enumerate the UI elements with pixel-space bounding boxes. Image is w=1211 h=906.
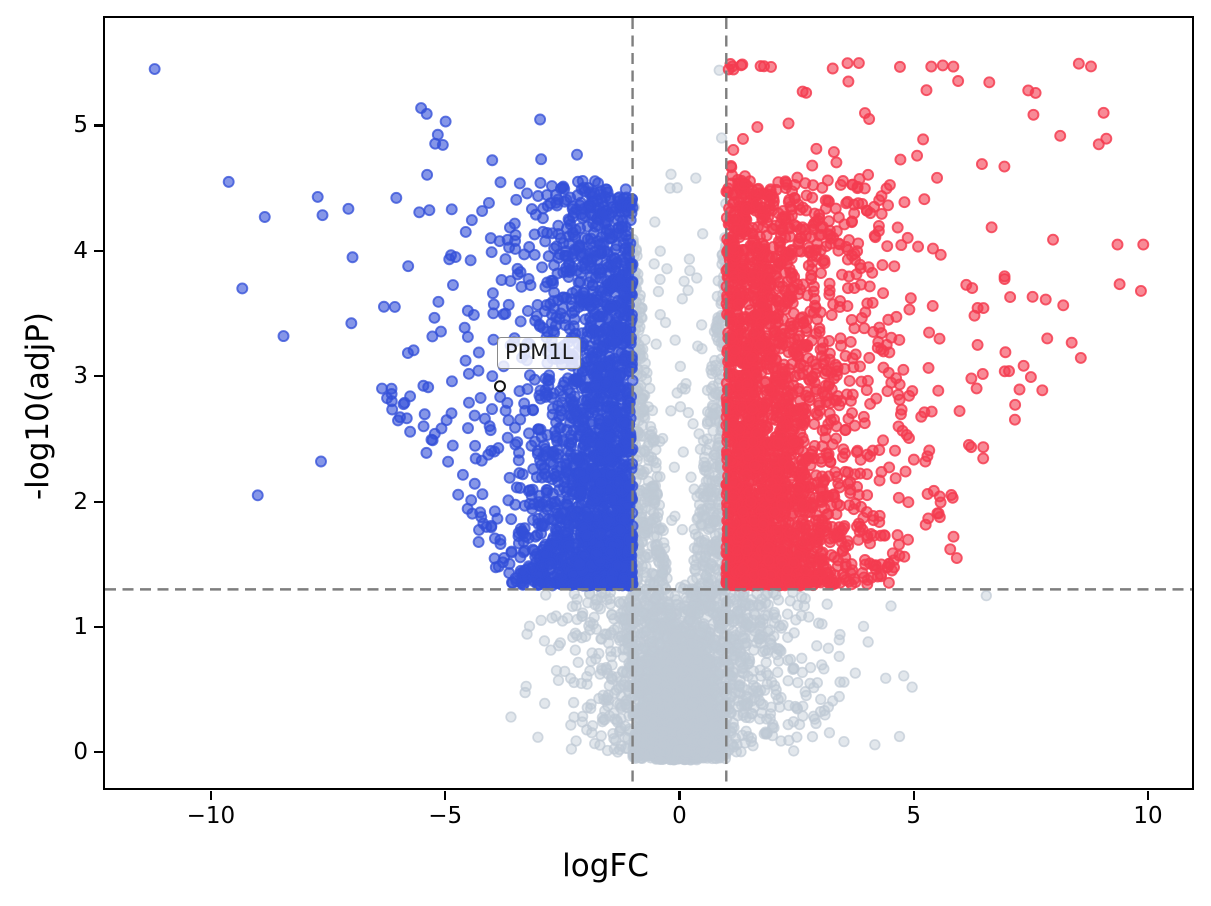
x-tick-mark — [444, 790, 447, 800]
x-tick-label: −5 — [428, 803, 463, 829]
x-axis-label: logFC — [562, 848, 649, 884]
y-tick-label: 1 — [73, 614, 88, 640]
x-tick-label: 5 — [906, 803, 921, 829]
y-tick-mark — [93, 124, 103, 127]
scatter-canvas — [105, 18, 1192, 788]
y-tick-label: 3 — [73, 363, 88, 390]
x-tick-label: 10 — [1133, 803, 1163, 829]
y-tick-label: 2 — [73, 488, 88, 515]
y-tick-mark — [93, 751, 103, 754]
y-tick-label: 0 — [73, 739, 88, 766]
gene-annotation-label: PPM1L — [496, 337, 582, 370]
y-tick-mark — [93, 500, 103, 503]
x-tick-mark — [209, 790, 212, 800]
x-tick-label: −10 — [186, 803, 236, 829]
x-tick-mark — [678, 790, 681, 800]
x-tick-mark — [912, 790, 915, 800]
y-tick-label: 4 — [73, 237, 88, 264]
y-axis-label: -log10(adjP) — [20, 311, 56, 501]
y-tick-mark — [93, 625, 103, 629]
x-tick-mark — [1146, 790, 1150, 800]
y-tick-mark — [93, 375, 103, 378]
plot-area: PPM1L — [103, 16, 1194, 790]
y-tick-mark — [93, 249, 103, 252]
y-tick-label: 5 — [73, 112, 88, 139]
x-tick-label: 0 — [672, 803, 687, 829]
